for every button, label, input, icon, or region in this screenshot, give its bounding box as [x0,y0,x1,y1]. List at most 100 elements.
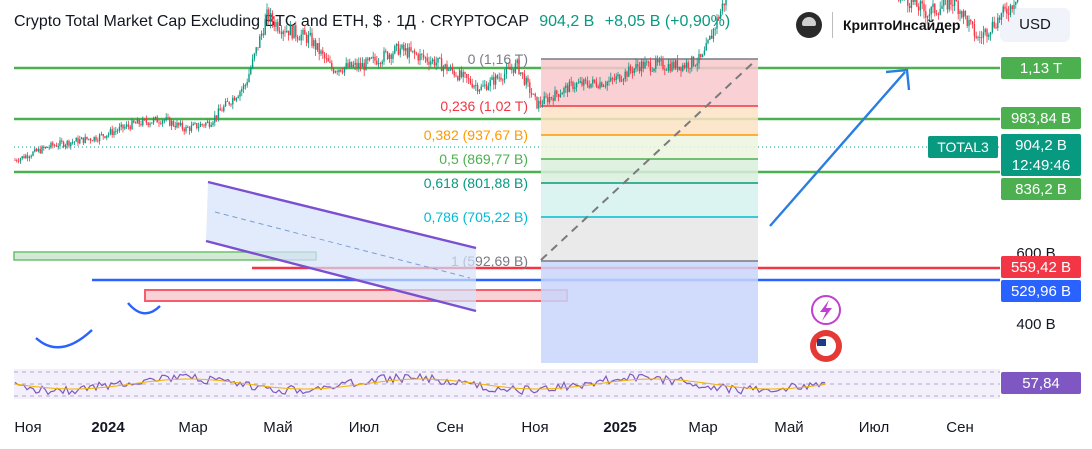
candle-body [358,62,360,68]
currency-button[interactable]: USD [1000,8,1070,42]
candle-body [284,31,286,33]
candle-body [662,60,664,70]
candle-body [601,82,603,87]
candle-body [709,35,711,41]
candle-body [318,43,320,54]
candle-body [109,129,112,134]
wedge-upper-line [207,180,477,250]
candle-body [487,86,490,90]
candle-body [212,122,214,125]
candle-body [638,66,641,72]
candle-body [120,124,122,127]
candle-body [111,129,113,135]
rsi-band [14,369,1000,399]
candle-body [52,142,54,146]
candle-body [543,96,545,104]
candle-body [678,66,680,70]
candle-body [988,34,990,37]
candle-body [475,84,477,86]
candle-body [242,84,245,90]
candle-body [46,146,49,148]
candle-body [221,110,223,112]
candle-body [932,3,934,8]
fib-zone [541,59,758,106]
candle-body [899,0,902,1]
candle-body [181,122,184,129]
candle-body [673,62,675,69]
candle-body [381,61,383,64]
candle-body [655,59,657,69]
candle-body [489,79,491,87]
candle-body [82,137,85,143]
rsi-line [14,372,826,396]
candle-body [205,122,207,126]
candle-body [1002,6,1004,14]
candle-body [692,56,695,66]
candle-body [386,51,389,60]
candle-body [646,61,648,63]
candle-body [968,19,970,26]
candle-body [923,3,925,12]
candle-body [455,75,457,77]
candle-body [194,123,196,124]
candle-body [147,122,149,126]
candle-body [599,82,601,89]
candle-body [653,68,655,71]
candle-body [448,69,450,71]
symbol-tag-bg [928,136,998,158]
candle-body [154,116,157,119]
candle-body [349,61,351,67]
candle-body [341,71,344,73]
candle-body [721,3,724,12]
candle-body [142,118,144,126]
candle-body [975,36,977,38]
x-axis-tick: Май [774,419,803,436]
candle-body [556,90,558,95]
candle-body [89,138,92,141]
candle-body [694,65,697,67]
candle-body [287,30,290,36]
candle-body [271,13,274,22]
candle-body [239,91,241,97]
candle-body [97,140,99,142]
candle-body [550,97,553,99]
candle-body [606,81,608,86]
countdown-timer: 12:49:46 [1012,157,1070,174]
candle-body [48,147,50,149]
candle-body [421,53,423,55]
candle-body [615,76,617,80]
candle-body [583,79,585,86]
candle-body [590,83,592,88]
candle-body [106,135,108,138]
candle-body [710,35,713,39]
candle-body [565,85,567,88]
candle-body [190,125,193,131]
candle-body [347,63,349,67]
candle-body [943,0,945,6]
x-axis-tick: Сен [946,419,973,436]
candle-body [343,67,346,73]
candle-body [633,68,635,74]
candle-body [59,140,61,146]
candle-body [413,50,416,54]
candle-body [417,54,419,61]
candle-body [620,80,623,82]
candle-body [232,97,234,105]
candle-body [993,21,995,28]
candle-body [43,146,45,149]
candle-body [80,137,83,140]
candle-body [476,84,479,92]
candle-body [55,145,58,147]
candle-body [484,84,486,86]
candle-body [293,25,295,39]
x-axis-tick: Июл [859,419,889,436]
candle-body [169,117,171,126]
x-axis-tick: 2025 [603,419,636,436]
candle-body [127,124,130,127]
candle-body [278,30,281,33]
candle-body [1000,13,1003,20]
candle-body [561,92,563,95]
candle-body [496,75,499,79]
candle-body [224,101,227,107]
